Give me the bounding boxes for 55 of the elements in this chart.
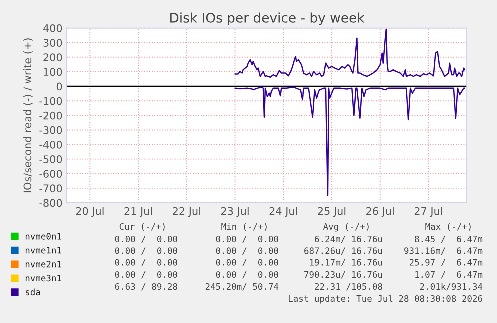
text: 687.26u/ 16.76u bbox=[304, 248, 382, 255]
y-axis-title: IOs/second read (-) / write (+) bbox=[24, 38, 33, 193]
text: 245.20m/ 50.74 bbox=[206, 283, 279, 291]
text: 0.00 / 0.00 bbox=[216, 259, 278, 267]
y-tick-label: 0 bbox=[56, 82, 62, 91]
text: 931.16m/ 6.47m bbox=[404, 248, 483, 255]
y-tick-label: -800 bbox=[40, 199, 62, 208]
text: Min (-/+) bbox=[222, 223, 267, 232]
text: 0.00 / 0.00 bbox=[115, 259, 178, 267]
y-tick-label: -700 bbox=[40, 184, 62, 193]
x-tick-label: 23 Jul bbox=[221, 207, 249, 218]
y-tick-label: -200 bbox=[40, 112, 62, 120]
y-tick-label: -400 bbox=[40, 140, 62, 149]
text: 0.00 / 0.00 bbox=[216, 271, 278, 279]
text: 0.00 / 0.00 bbox=[216, 248, 278, 255]
text: 8.45 / 6.47m bbox=[415, 236, 483, 244]
y-tick-label: 300 bbox=[44, 39, 62, 47]
text: 1.07 / 6.47m bbox=[416, 271, 483, 279]
x-tick-label: 27 Jul bbox=[414, 207, 442, 218]
x-tick-label: 24 Jul bbox=[270, 207, 298, 218]
legend-label: nvme1n1 bbox=[26, 247, 62, 254]
x-tick-label: 20 Jul bbox=[76, 207, 104, 218]
text: 19.17m/ 16.76u bbox=[310, 259, 382, 267]
legend-label: nvme2n1 bbox=[26, 261, 62, 268]
text: Avg (-/+) bbox=[323, 223, 369, 232]
x-tick-label: 21 Jul bbox=[124, 207, 152, 218]
y-tick-label: 400 bbox=[43, 24, 62, 32]
legend-label: nvme3n1 bbox=[26, 275, 62, 282]
y-tick-label: -500 bbox=[40, 156, 62, 164]
text: Last update: Tue Jul 28 08:30:08 2026 bbox=[289, 295, 482, 304]
text: 6.63 / 89.28 bbox=[115, 283, 178, 291]
y-tick-label: -100 bbox=[40, 97, 62, 106]
text: 6.24m/ 16.76u bbox=[315, 236, 382, 244]
line-series bbox=[234, 86, 466, 196]
x-tick-label: 26 Jul bbox=[366, 207, 394, 218]
y-tick-label: -600 bbox=[40, 170, 62, 178]
text: 790.23u/ 16.76u bbox=[304, 271, 382, 279]
line-series bbox=[234, 28, 466, 78]
y-tick-label: -300 bbox=[40, 126, 62, 134]
text: Max (-/+) bbox=[426, 223, 471, 232]
chart-title: Disk IOs per device - by week bbox=[170, 12, 365, 26]
text: 22.31 /105.08 bbox=[315, 283, 382, 291]
text: 2.01k/931.34 bbox=[420, 283, 483, 291]
x-tick-label: 25 Jul bbox=[318, 207, 346, 218]
legend-label: nvme0n1 bbox=[26, 233, 62, 240]
y-tick-label: 200 bbox=[44, 54, 62, 62]
text: Cur (-/+) bbox=[120, 223, 165, 232]
text: 0.00 / 0.00 bbox=[216, 236, 278, 244]
text: 0.00 / 0.00 bbox=[115, 271, 178, 279]
y-tick-label: 100 bbox=[44, 68, 62, 76]
text: 0.00 / 0.00 bbox=[115, 236, 178, 244]
legend-label: sda bbox=[26, 288, 40, 296]
text: 25.97 / 6.47m bbox=[410, 259, 483, 267]
text: 0.00 / 0.00 bbox=[115, 248, 178, 255]
x-tick-label: 22 Jul bbox=[173, 207, 200, 218]
